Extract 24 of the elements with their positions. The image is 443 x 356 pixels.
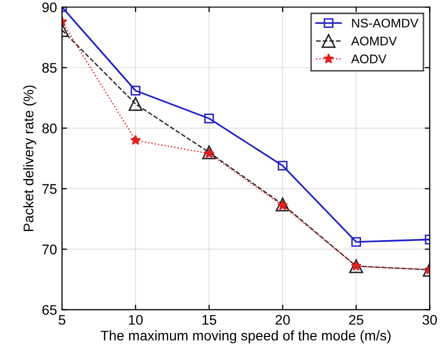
point: [276, 197, 290, 212]
point: [202, 145, 216, 160]
point: [130, 134, 141, 145]
x-tick-label: 30: [422, 314, 437, 325]
point: [130, 86, 140, 96]
legend-label: AODV: [351, 54, 386, 64]
y-tick-label: 70: [42, 244, 57, 254]
legend-label: AOMDV: [351, 36, 397, 46]
y-tick-label: 75: [42, 184, 57, 194]
point: [128, 97, 143, 111]
x-tick-label: 15: [202, 315, 216, 325]
x-tick-label: 20: [276, 314, 290, 325]
y-tick-label: 85: [42, 62, 57, 73]
y-axis-title: Packet delivery rate (%): [23, 86, 36, 231]
y-tick-label: 65: [42, 305, 57, 315]
x-axis-title: The maximum moving speed of the mode (m/s): [100, 330, 391, 344]
point: [278, 160, 288, 171]
y-tick-label: 90: [42, 2, 57, 12]
legend-label: NS-AOMDV: [352, 18, 418, 28]
x-tick-label: 5: [58, 315, 66, 325]
y-tick-label: 80: [42, 123, 57, 134]
x-tick-label: 10: [128, 314, 143, 325]
point: [204, 114, 214, 124]
x-tick-label: 25: [349, 314, 364, 325]
